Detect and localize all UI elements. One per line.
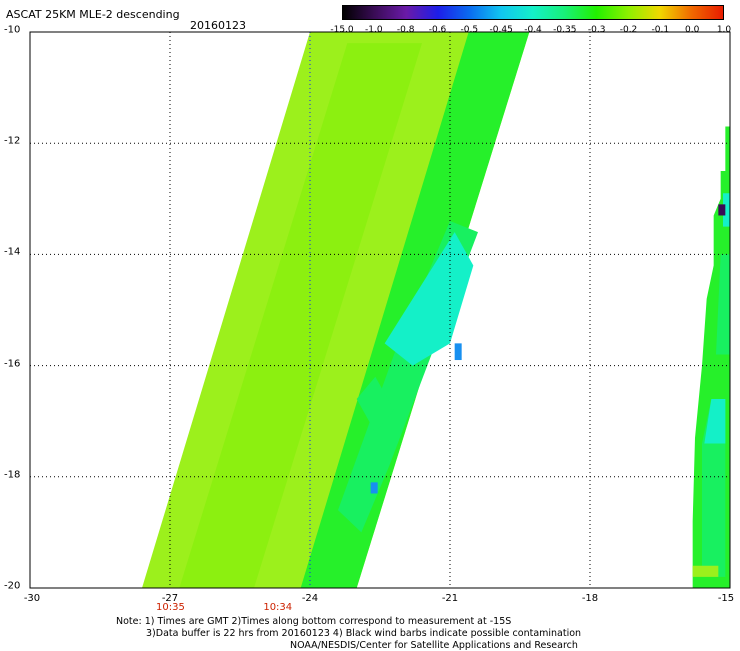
right-swath-cyan <box>704 398 726 444</box>
colorbar-tick-label: -15.0 <box>330 25 354 35</box>
left-swath-cyan <box>384 232 474 366</box>
wind-swath-layer <box>142 32 730 589</box>
colorbar-tick-label: -0.5 <box>460 25 479 35</box>
left-swath-band <box>179 43 422 589</box>
right-swath-bottom-band <box>692 565 719 577</box>
colorbar-tick-label: -0.45 <box>489 25 513 35</box>
colorbar-tick-label: -0.6 <box>428 25 447 35</box>
note-line-2: 3)Data buffer is 22 hrs from 20160123 4)… <box>146 628 582 639</box>
lat-tick-label: -20 <box>4 580 21 592</box>
note-line-1: Note: 1) Times are GMT 2)Times along bot… <box>116 616 512 627</box>
plot-frame <box>29 31 731 589</box>
colorbar-tick-label: -0.4 <box>524 25 542 35</box>
swath-time-label: 10:35 <box>156 602 185 613</box>
map-title: ASCAT 25KM MLE-2 descending <box>6 8 180 21</box>
lat-tick-label: -14 <box>4 246 21 258</box>
lon-tick-label: -24 <box>301 593 319 604</box>
left-swath-mid-2 <box>356 376 394 433</box>
colorbar-tick-label: -0.8 <box>396 25 415 35</box>
lon-tick-label: -27 <box>161 593 179 604</box>
lon-tick-label: -18 <box>581 593 599 604</box>
lat-tick-label: -16 <box>4 358 21 370</box>
colorbar-tick-label: 0.0 <box>684 25 700 35</box>
colorbar-tick-label: -0.3 <box>587 25 606 35</box>
right-swath-purple-pixel <box>718 204 726 216</box>
lat-tick-label: -12 <box>4 135 21 147</box>
lon-tick-label: -15 <box>717 593 735 604</box>
colorbar-labels: -15.0 -1.0 -0.8 -0.6 -0.5 -0.45 -0.4 -0.35 -0.3 -… <box>330 25 735 37</box>
colorbar-tick-label: 1.0 <box>716 25 732 35</box>
right-swath-cyan-2 <box>723 193 730 227</box>
left-swath-blue-pixel <box>370 482 378 494</box>
colorbar-tick-label: -1.0 <box>365 25 383 35</box>
colorbar-tick-label: -0.1 <box>651 25 670 35</box>
lat-tick-label: -18 <box>4 469 21 481</box>
swath-time-label: 10:34 <box>263 602 293 613</box>
colorbar-tick-label: -0.2 <box>619 25 638 35</box>
map-date: 20160123 <box>190 19 246 32</box>
graticule <box>30 32 730 588</box>
right-swath-mid-2 <box>716 254 730 355</box>
colorbar <box>342 5 724 20</box>
left-swath-blue-pixel <box>454 343 462 361</box>
lat-tick-label: -10 <box>4 24 21 36</box>
lon-tick-label: -30 <box>23 593 41 604</box>
lon-tick-label: -21 <box>441 593 459 604</box>
colorbar-tick-label: -0.35 <box>553 25 577 35</box>
note-line-3: NOAA/NESDIS/Center for Satellite Applica… <box>290 640 578 651</box>
